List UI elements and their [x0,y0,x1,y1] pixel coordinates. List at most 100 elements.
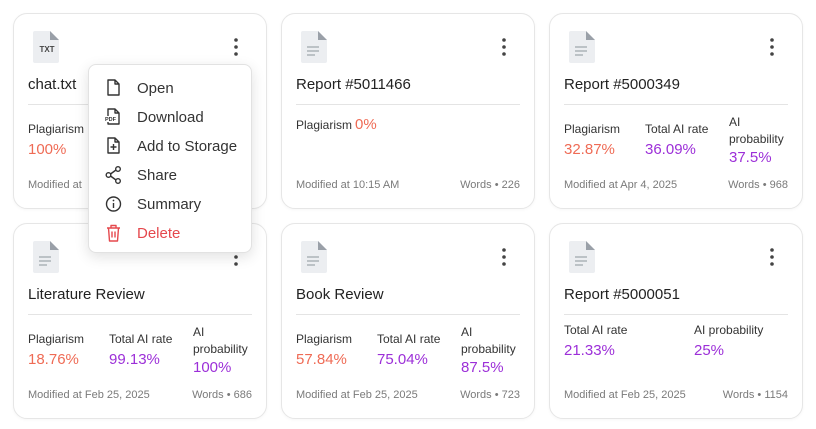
file-card[interactable]: Report #5000051 Total AI rate 21.33% AI pro… [549,223,803,419]
metrics: Total AI rate 21.33% AI probability 25% [564,314,792,368]
metric: Total AI rate 36.09% [645,122,729,158]
metric-label: AI probability [729,115,784,146]
file-icon [568,30,596,69]
card-footer: Modified at Feb 25, 2025 Words • 723 [296,389,520,401]
file-icon [568,240,596,279]
card-footer: Modified at Apr 4, 2025 Words • 968 [564,179,788,191]
metric-value: 75.04% [377,351,428,368]
metric-value: 18.76% [28,351,79,368]
metric-value: 87.5% [461,359,504,376]
word-count: Words • 723 [460,389,520,401]
metric-label: Plagiarism [28,332,85,346]
file-title: Literature Review [28,286,145,303]
menu-item[interactable]: PDF Download [89,103,251,131]
divider [564,104,788,105]
file-title: Report #5000051 [564,286,680,303]
file-icon-svg [33,241,59,273]
more-button[interactable] [496,36,512,58]
menu-label: Open [137,79,174,97]
menu-item[interactable]: Summary [89,190,251,218]
modified-date: Modified at Feb 25, 2025 [564,389,686,401]
modified-date: Modified at Feb 25, 2025 [296,389,418,401]
divider [296,104,520,105]
file-icon-svg [301,31,327,63]
more-button[interactable] [764,36,780,58]
file-title: Report #5011466 [296,76,411,93]
divider [28,314,252,315]
modified-date: Modified at 10:15 AM [296,179,400,191]
card-footer: Modified at 10:15 AM Words • 226 [296,179,520,191]
icon-label: PDF [105,117,117,123]
divider [296,314,520,315]
more-button-svg [502,38,506,56]
menu-label: Add to Storage [137,137,238,155]
menu-label: Download [137,108,204,126]
more-button-svg [770,38,774,56]
menu-item[interactable]: Share [89,161,251,189]
more-button[interactable] [496,246,512,268]
menu-item[interactable]: Add to Storage [89,132,251,160]
file-type-label: TXT [39,45,55,54]
menu-icon [107,137,120,154]
metric-value: 32.87% [564,141,615,158]
file-title: chat.txt [28,76,77,93]
menu-item[interactable]: Open [89,74,251,102]
metric: Total AI rate 75.04% [377,332,461,368]
menu-item[interactable]: Delete [89,219,251,247]
metric-label: Total AI rate [645,122,709,136]
menu-icon: PDF [105,108,120,125]
file-icon [300,240,328,279]
metric: Plagiarism 18.76% [28,332,109,368]
file-card[interactable]: Report #5011466 Plagiarism 0% Modified at 1… [281,13,535,209]
metric: Plagiarism 57.84% [296,332,377,368]
metric-value: 37.5% [729,149,772,166]
metric-label: AI probability [461,325,516,356]
metric-label: Plagiarism [28,122,85,136]
menu-label: Summary [137,195,202,213]
file-card[interactable]: Book Review Plagiarism 57.84% Total AI rate… [281,223,535,419]
file-icon [32,240,60,279]
metric: AI probability 87.5% [461,324,523,376]
metric: AI probability 37.5% [729,114,791,166]
metric-value: 99.13% [109,351,160,368]
divider [564,314,788,315]
word-count: Words • 1154 [722,389,788,401]
file-card[interactable]: Report #5000349 Plagiarism 32.87% Total AI … [549,13,803,209]
metric: Plagiarism 0% [296,116,377,133]
file-title: Report #5000349 [564,76,680,93]
metric: AI probability 25% [694,323,763,359]
file-title: Book Review [296,286,384,303]
metric-label: Plagiarism [564,122,621,136]
more-button-svg [502,248,506,266]
menu-icon [107,79,120,96]
more-button-svg [770,248,774,266]
metric-label: Total AI rate [377,332,441,346]
metrics: Plagiarism 18.76% Total AI rate 99.13% AI pr… [28,320,256,380]
file-icon: TXT [32,30,60,69]
menu-icon [107,224,120,242]
modified-date: Modified at Apr 4, 2025 [564,179,678,191]
file-icon [300,30,328,69]
more-button[interactable] [228,36,244,58]
metric-value: 100% [28,141,67,158]
metric-value: 0% [355,116,377,133]
metric-label: Plagiarism [296,118,353,132]
card-footer: Modified at [28,179,252,191]
modified-date: Modified at Feb 25, 2025 [28,389,150,401]
menu-label: Share [137,166,178,184]
metric-label: AI probability [193,325,248,356]
more-button[interactable] [764,246,780,268]
menu-icon [105,166,121,184]
metrics: Plagiarism 100% [28,110,256,170]
metric-value: 21.33% [564,342,615,359]
metrics: Plagiarism 32.87% Total AI rate 36.09% AI pr… [564,110,792,170]
metric-value: 57.84% [296,351,347,368]
file-icon-svg [569,31,595,63]
file-icon-svg [569,241,595,273]
word-count: Words • 968 [728,179,788,191]
word-count: Words • 226 [460,179,520,191]
metrics: Plagiarism 57.84% Total AI rate 75.04% AI pr… [296,320,524,380]
metric: AI probability 100% [193,324,255,376]
card-footer: Modified at Feb 25, 2025 Words • 686 [28,389,252,401]
